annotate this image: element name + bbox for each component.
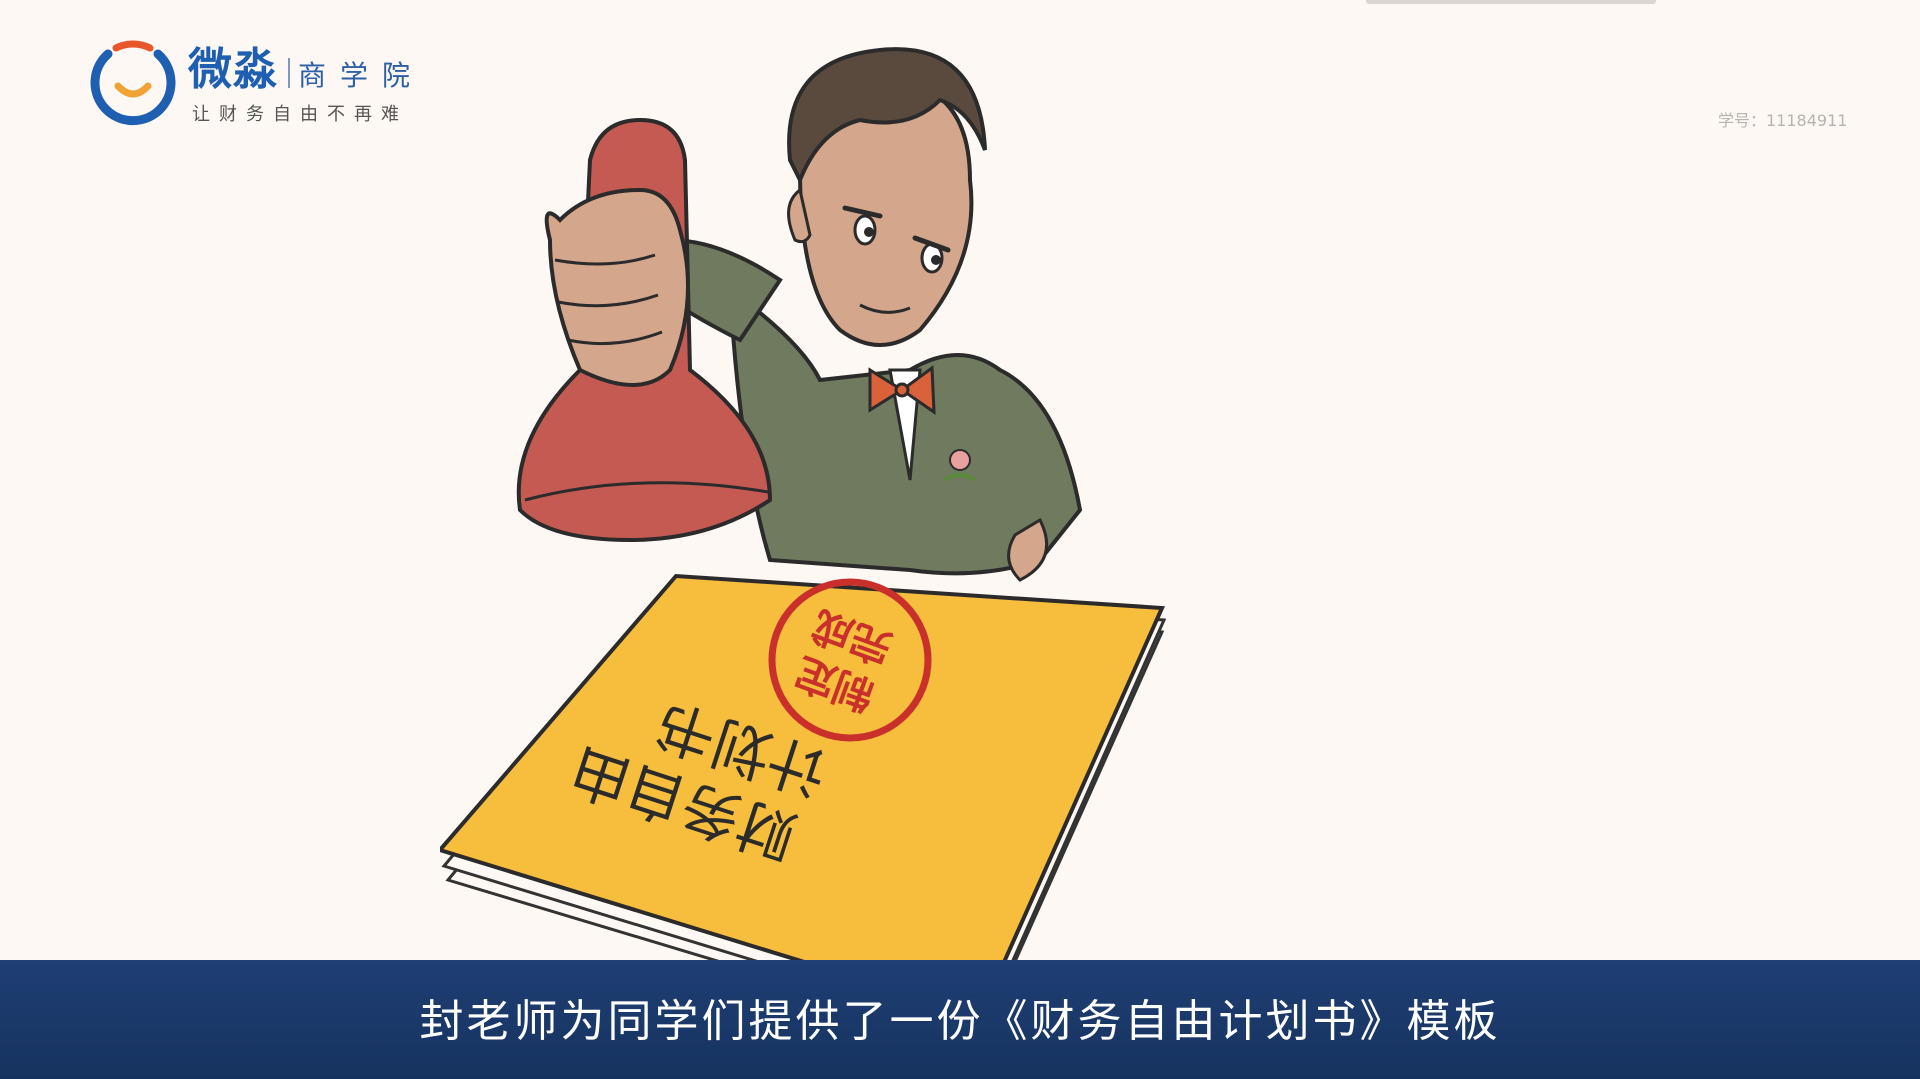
student-id-watermark: 学号：11184911	[1718, 111, 1848, 130]
businessman-figure	[668, 47, 1083, 582]
rubber-stamp	[516, 117, 773, 543]
subtitle-text: 封老师为同学们提供了一份《财务自由计划书》模板	[419, 995, 1501, 1047]
logo-slogan: 让财务自由不再难	[192, 104, 408, 125]
smile-logo-icon	[90, 40, 176, 126]
subtitle-bar: 封老师为同学们提供了一份《财务自由计划书》模板	[0, 960, 1920, 1079]
logo-school-name: 商学院	[298, 59, 425, 92]
logo-divider	[288, 58, 290, 88]
brand-logo: 微淼 商学院 让财务自由不再难	[88, 34, 448, 134]
top-progress-bar	[1366, 0, 1656, 4]
logo-brand-name: 微淼	[188, 44, 278, 95]
document-folder	[440, 573, 1167, 970]
stamp-illustration: 财务自由 计划书 制定 完成	[440, 47, 1167, 970]
